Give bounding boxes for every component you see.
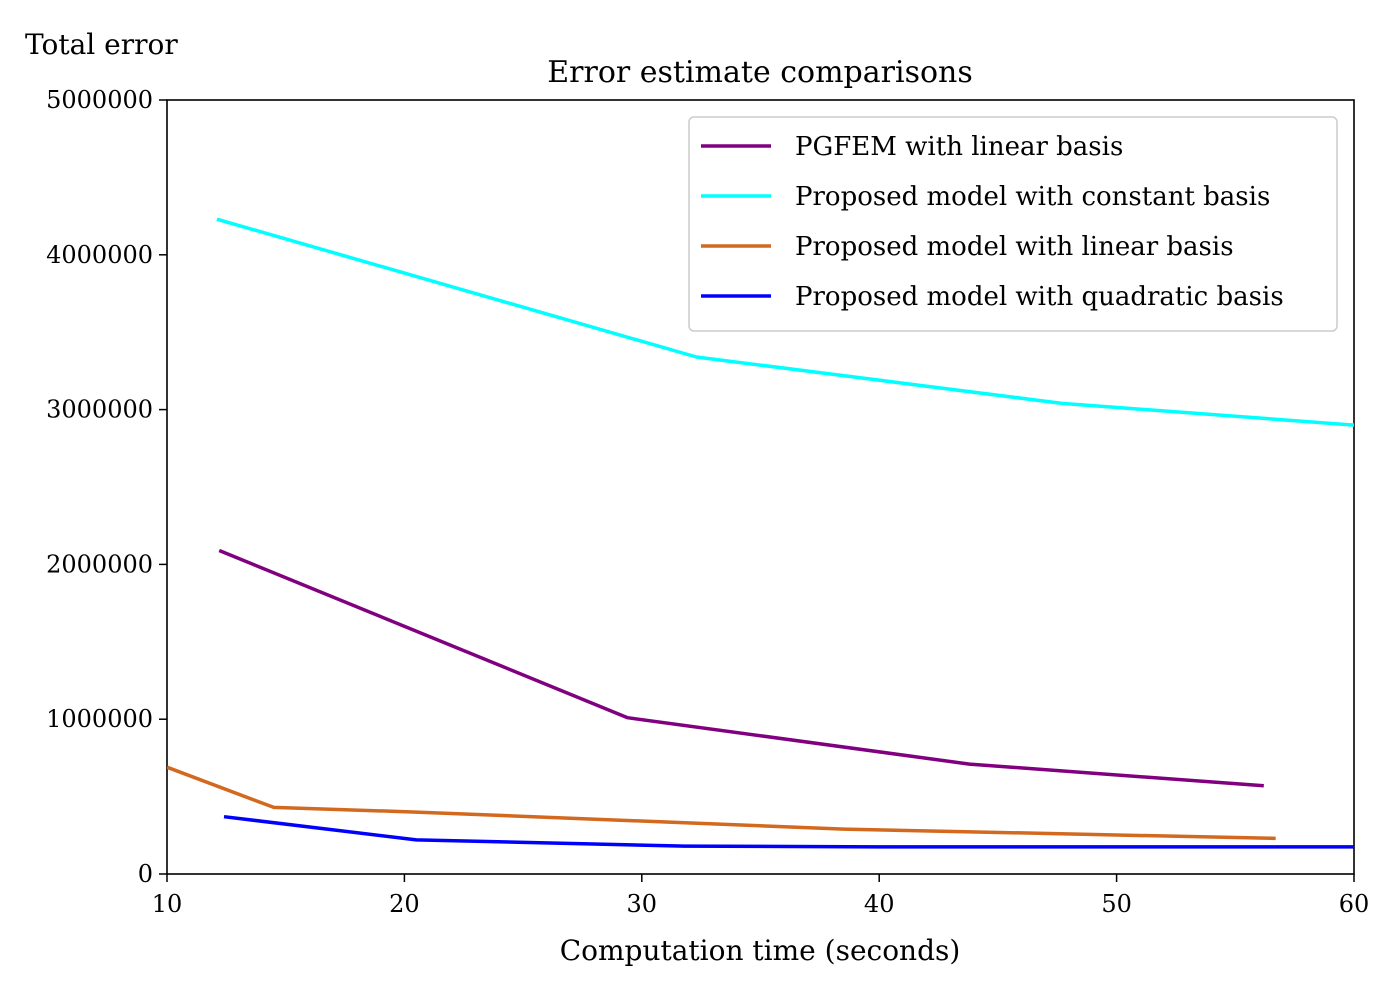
series-layer — [167, 217, 1354, 849]
ticks-layer: 10 20 30 40 50 60 0 1000000 2000000 3000000 400000… — [46, 86, 1369, 918]
legend-label-3: Proposed model with linear basis — [795, 232, 1234, 262]
x-tick-label: 10 — [152, 890, 183, 918]
x-tick-label: 20 — [389, 890, 420, 918]
series-line-2 — [216, 217, 1354, 427]
x-tick-label: 40 — [864, 890, 895, 918]
chart-title: Error estimate comparisons — [547, 55, 973, 90]
legend-box — [688, 116, 1338, 332]
x-tick-label: 60 — [1339, 890, 1370, 918]
legend: PGFEM with linear basis Proposed model wi… — [688, 116, 1338, 332]
legend-label-1: PGFEM with linear basis — [795, 132, 1123, 162]
legend-label-2: Proposed model with constant basis — [795, 182, 1270, 212]
series-line-4 — [223, 814, 1354, 849]
series-line-3 — [167, 765, 1276, 841]
y-tick-label: 2000000 — [46, 550, 153, 578]
y-axis-title: Total error — [25, 28, 178, 61]
y-tick-label: 3000000 — [46, 396, 153, 424]
y-tick-label: 0 — [138, 860, 153, 888]
y-tick-label: 4000000 — [46, 241, 153, 269]
y-tick-label: 5000000 — [46, 86, 153, 114]
x-axis-title: Computation time (seconds) — [560, 934, 961, 967]
x-tick-label: 30 — [627, 890, 658, 918]
plot-area — [166, 99, 1355, 875]
series-line-1 — [218, 548, 1264, 788]
x-tick-label: 50 — [1101, 890, 1132, 918]
plot-frame — [166, 99, 1355, 875]
legend-label-4: Proposed model with quadratic basis — [795, 282, 1284, 312]
y-tick-label: 1000000 — [46, 705, 153, 733]
